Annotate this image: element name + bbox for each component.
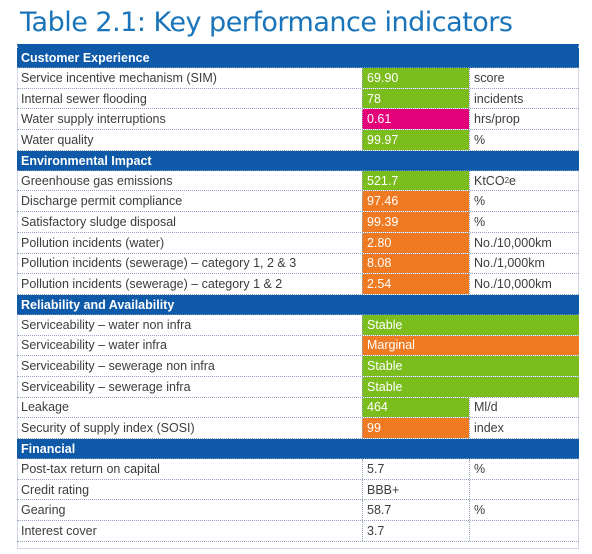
table-row: Pollution incidents (sewerage) – categor… [17, 274, 579, 295]
kpi-value: Marginal [362, 335, 579, 356]
kpi-unit: % [469, 500, 579, 521]
kpi-name: Pollution incidents (sewerage) – categor… [21, 277, 283, 292]
kpi-unit: incidents [469, 88, 579, 109]
kpi-name: Interest cover [21, 523, 97, 538]
kpi-value: 2.54 [362, 274, 469, 294]
table-row: Interest cover 3.7 [17, 521, 579, 542]
kpi-value: 99.97 [362, 130, 469, 150]
kpi-unit: % [469, 191, 579, 212]
section-header: Customer Experience [17, 48, 579, 68]
table-row: Post-tax return on capital 5.7% [17, 459, 579, 480]
table-row: Service incentive mechanism (SIM) 69.90 sc… [17, 68, 579, 89]
kpi-value: 521.7 [362, 170, 469, 191]
kpi-unit-main: KtCO [474, 173, 505, 188]
table-row: Pollution incidents (water) 2.80 No./10,00… [17, 232, 579, 254]
section-header: Financial [17, 439, 579, 459]
kpi-name: Service incentive mechanism (SIM) [21, 70, 217, 85]
kpi-name: Pollution incidents (water) [21, 235, 165, 250]
kpi-name: Water quality [21, 132, 94, 147]
table-row: Leakage 464 Ml/d [17, 397, 579, 419]
kpi-value: Stable [362, 376, 579, 397]
table-row: Pollution incidents (sewerage) – categor… [17, 253, 579, 275]
table-row: Credit rating BBB+ [17, 479, 579, 501]
page-title: Table 2.1: Key performance indicators [20, 7, 513, 38]
kpi-name: Serviceability – sewerage non infra [21, 359, 215, 374]
table-row: Serviceability – sewerage infra Stable [17, 376, 579, 398]
kpi-name: Water supply interruptions [21, 112, 166, 127]
section-header: Reliability and Availability [17, 294, 579, 315]
kpi-value: 58.7 [362, 500, 469, 521]
kpi-name: Serviceability – water infra [21, 338, 167, 353]
kpi-unit: No./1,000km [469, 253, 579, 274]
kpi-unit: % [469, 212, 579, 232]
table-row: Greenhouse gas emissions 521.7 KtCO 2 e [17, 170, 579, 192]
kpi-unit: index [469, 418, 579, 438]
kpi-unit: Ml/d [469, 397, 579, 418]
kpi-value: BBB+ [362, 479, 469, 500]
kpi-unit: No./10,000km [469, 232, 579, 253]
kpi-value: 464 [362, 397, 469, 418]
kpi-name: Leakage [21, 400, 69, 415]
table-row: Gearing 58.7% [17, 500, 579, 522]
table-row: Serviceability – sewerage non infra Stabl… [17, 356, 579, 377]
kpi-value: 8.08 [362, 253, 469, 274]
kpi-unit: hrs/prop [469, 109, 579, 130]
kpi-value: 97.46 [362, 191, 469, 212]
kpi-name: Serviceability – water non infra [21, 317, 192, 332]
kpi-unit: KtCO 2 e [469, 170, 579, 191]
kpi-unit: % [469, 459, 579, 479]
table-row: Internal sewer flooding 78 incidents [17, 88, 579, 110]
kpi-name: Satisfactory sludge disposal [21, 214, 176, 229]
kpi-value: 2.80 [362, 232, 469, 253]
table-row: Serviceability – water infra Marginal [17, 335, 579, 357]
kpi-unit: No./10,000km [469, 274, 579, 294]
kpi-unit-suffix: e [509, 173, 516, 188]
table-row: Water quality 99.97% [17, 130, 579, 151]
table-row: Serviceability – water non infra Stable [17, 314, 579, 336]
kpi-value: 3.7 [362, 521, 469, 541]
kpi-name: Gearing [21, 503, 66, 518]
kpi-unit: score [469, 68, 579, 88]
table-row: Security of supply index (SOSI) 99 index [17, 418, 579, 439]
kpi-value: 0.61 [362, 109, 469, 130]
table-row: Discharge permit compliance 97.46% [17, 191, 579, 213]
kpi-name: Pollution incidents (sewerage) – categor… [21, 256, 297, 271]
kpi-value: Stable [362, 314, 579, 335]
kpi-name: Internal sewer flooding [21, 91, 147, 106]
table-row: Satisfactory sludge disposal 99.39% [17, 212, 579, 233]
kpi-name: Security of supply index (SOSI) [21, 421, 195, 436]
kpi-value: 5.7 [362, 459, 469, 479]
kpi-table: Customer Experience Service incentive mec… [17, 48, 579, 542]
kpi-name: Greenhouse gas emissions [21, 173, 173, 188]
kpi-unit [469, 479, 579, 500]
kpi-unit: % [469, 130, 579, 150]
section-header: Environmental Impact [17, 150, 579, 171]
kpi-name: Post-tax return on capital [21, 461, 160, 476]
kpi-value: Stable [362, 356, 579, 376]
kpi-name: Discharge permit compliance [21, 194, 183, 209]
table-row: Water supply interruptions 0.61 hrs/prop [17, 109, 579, 131]
kpi-unit [469, 521, 579, 541]
kpi-name: Serviceability – sewerage infra [21, 379, 191, 394]
kpi-unit-subscript: 2 [504, 176, 510, 186]
kpi-value: 78 [362, 88, 469, 109]
kpi-name: Credit rating [21, 482, 90, 497]
kpi-value: 99.39 [362, 212, 469, 232]
kpi-value: 99 [362, 418, 469, 438]
kpi-value: 69.90 [362, 68, 469, 88]
